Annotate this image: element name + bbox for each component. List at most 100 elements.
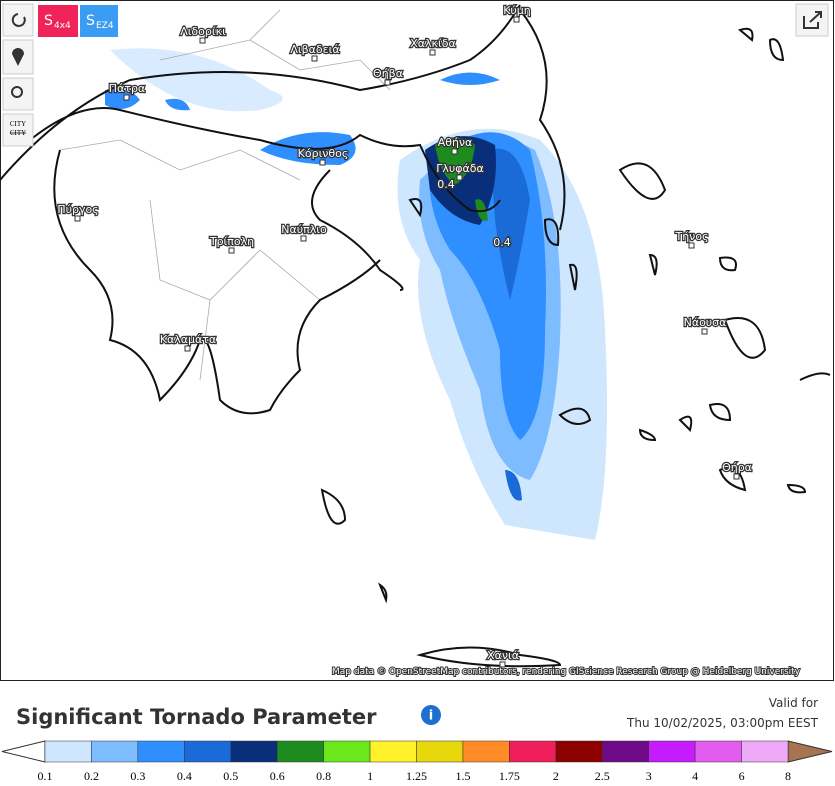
place-dot — [688, 242, 695, 249]
model-sub: 4x4 — [54, 21, 71, 31]
place-label: Χαλκίδα — [410, 37, 455, 50]
tick-label: 6 — [739, 769, 745, 783]
tick-label: 1.25 — [406, 769, 427, 783]
contour-label: 0.4 — [437, 178, 455, 191]
tick-label: 0.4 — [177, 769, 192, 783]
zoom-button[interactable] — [2, 77, 34, 111]
place-label: Ναύπλιο — [281, 223, 327, 236]
tick-label: 2 — [553, 769, 559, 783]
color-swatch — [230, 740, 278, 763]
color-swatch — [555, 740, 603, 763]
color-swatch — [462, 740, 510, 763]
place-label: Πύργος — [57, 203, 98, 216]
zoom-icon — [11, 86, 23, 98]
model-button[interactable] — [80, 5, 118, 37]
place-dot — [429, 49, 436, 56]
refresh-icon — [11, 13, 26, 27]
color-swatch — [276, 740, 324, 763]
place-dot — [384, 79, 391, 86]
place-dot — [456, 174, 463, 181]
city-button[interactable] — [2, 113, 34, 147]
color-swatch — [184, 740, 231, 763]
place-dot — [184, 345, 191, 352]
info-icon[interactable] — [421, 705, 441, 725]
over-triangle — [787, 740, 833, 763]
place-dot — [701, 328, 708, 335]
field-stronger — [490, 148, 530, 501]
place-dot — [74, 215, 81, 222]
color-swatch — [509, 740, 557, 763]
attribution: Map data © OpenStreetMap contributors, r… — [332, 667, 801, 677]
field-west-light — [110, 48, 283, 112]
model-letter: S — [86, 13, 95, 29]
color-swatch — [741, 740, 789, 763]
tick-label: 1 — [367, 769, 373, 783]
place-label: Γλυφάδα — [436, 162, 484, 175]
place-label: Κόρινθος — [298, 147, 349, 160]
color-swatch — [44, 740, 92, 763]
tick-label: 0.8 — [316, 769, 331, 783]
place-label: Λιδορίκι — [180, 25, 226, 38]
contour-label: 0.4 — [493, 236, 511, 249]
toolbar: CITY CITY S 4x4 S EZ4 — [2, 3, 829, 147]
place-label: Χανιά — [487, 649, 519, 662]
tick-label: 0.6 — [270, 769, 285, 783]
place-dot — [123, 94, 130, 101]
color-swatch — [416, 740, 464, 763]
model-letter: S — [44, 13, 53, 29]
color-swatch — [91, 740, 139, 763]
tick-label: 3 — [646, 769, 652, 783]
tick-label: 1.75 — [499, 769, 520, 783]
color-swatch — [694, 740, 742, 763]
refresh-button[interactable] — [2, 3, 34, 37]
place-label: Κύμη — [503, 4, 531, 17]
place-label: Λιβαδειά — [290, 43, 339, 56]
color-swatch — [323, 740, 371, 763]
coastline-islands — [320, 27, 831, 668]
field-west — [105, 72, 500, 165]
place-label: Τήνος — [674, 230, 708, 243]
place-dot — [228, 247, 235, 254]
place-dot — [733, 473, 740, 480]
tick-label: 8 — [785, 769, 791, 783]
map: Map data © OpenStreetMap contributors, r… — [0, 0, 834, 681]
place-label: Θήβα — [373, 67, 403, 80]
color-swatch — [369, 740, 417, 763]
tick-label: 0.2 — [84, 769, 99, 783]
place-dot — [499, 661, 506, 668]
tick-label: 2.5 — [595, 769, 610, 783]
tick-label: 4 — [692, 769, 698, 783]
city-label: CITY — [10, 129, 26, 137]
legend: Significant Tornado Parameter i Valid fo… — [1, 696, 833, 783]
place-label: Τρίπολη — [209, 235, 254, 248]
color-swatch — [602, 740, 649, 763]
place-label: Αθήνα — [438, 136, 473, 149]
place-label: Καλαμάτα — [160, 333, 216, 346]
tick-label: 1.5 — [455, 769, 470, 783]
place-label: Πάτρα — [109, 82, 145, 95]
place-dot — [199, 37, 206, 44]
tick-label: 0.1 — [38, 769, 53, 783]
location-icon — [12, 48, 24, 66]
under-triangle — [1, 740, 46, 763]
valid-time: Thu 10/02/2025, 03:00pm EEST — [626, 716, 819, 730]
color-swatch — [137, 740, 185, 763]
legend-title: Significant Tornado Parameter — [16, 705, 377, 729]
place-dot — [300, 235, 307, 242]
model-sub: EZ4 — [96, 21, 114, 31]
coastline-mainland — [0, 4, 521, 415]
place-dot — [451, 148, 458, 155]
color-swatch — [648, 740, 696, 763]
tick-label: 0.5 — [223, 769, 238, 783]
city-label: CITY — [10, 120, 26, 128]
valid-label: Valid for — [769, 696, 818, 710]
place-dot — [311, 55, 318, 62]
model-button[interactable] — [38, 5, 78, 37]
coastline-evia — [519, 9, 566, 231]
share-icon — [803, 11, 822, 29]
place-label: Θήρα — [722, 461, 752, 474]
tick-label: 0.3 — [130, 769, 145, 783]
place-dot — [513, 16, 520, 23]
place-dot — [319, 159, 326, 166]
